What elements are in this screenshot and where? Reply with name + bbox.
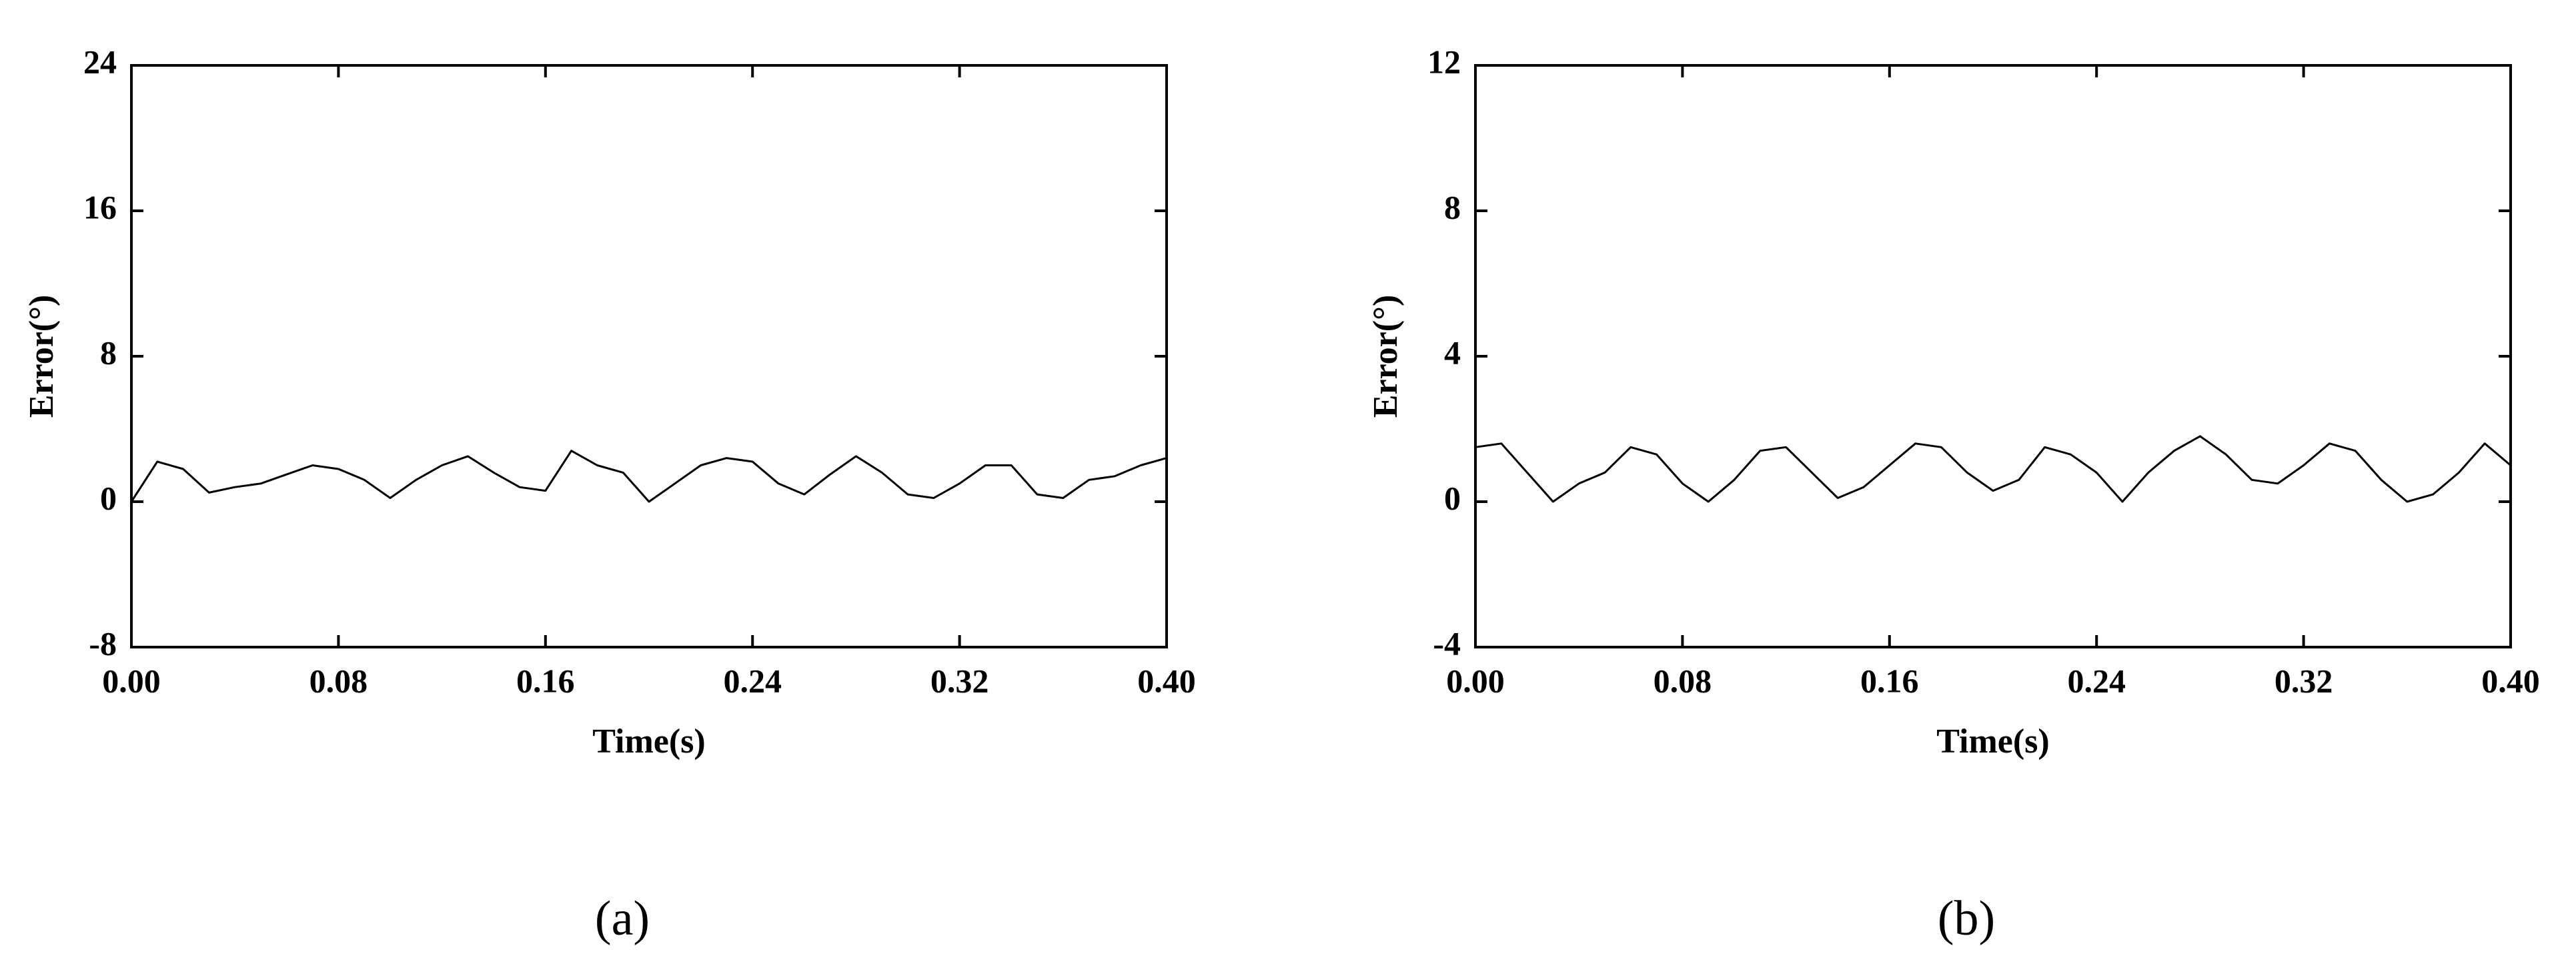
x-axis-title: Time(s)	[592, 722, 705, 761]
x-tick-label: 0.16	[516, 662, 575, 699]
y-tick-label: -4	[1433, 624, 1461, 662]
x-tick-label: 0.24	[723, 662, 782, 699]
y-tick-label: 8	[100, 334, 117, 371]
data-line	[1475, 435, 2511, 503]
y-tick-label: 8	[1444, 188, 1461, 225]
x-tick-label: 0.16	[1860, 662, 1919, 699]
y-tick-label: 0	[100, 479, 117, 516]
y-tick-label: 12	[1427, 43, 1461, 80]
plot-frame	[1474, 64, 2512, 648]
x-axis-title: Time(s)	[1936, 722, 2049, 761]
y-tick-label: -8	[89, 624, 117, 662]
y-tick-label: 24	[83, 43, 117, 80]
data-line	[130, 450, 1167, 503]
caption: (a)	[595, 891, 650, 946]
y-axis-title: Error(°)	[1367, 295, 1405, 418]
x-tick-label: 0.32	[2275, 662, 2333, 699]
y-axis-title: Error(°)	[23, 295, 61, 418]
x-tick-label: 0.32	[930, 662, 989, 699]
y-tick-label: 4	[1444, 334, 1461, 371]
x-tick-label: 0.24	[2067, 662, 2126, 699]
x-tick-label: 0.08	[309, 662, 368, 699]
x-tick-label: 0.08	[1654, 662, 1712, 699]
plot-frame	[130, 64, 1168, 648]
caption: (b)	[1938, 891, 1995, 946]
x-tick-label: 0.00	[1446, 662, 1505, 699]
x-tick-label: 0.40	[2481, 662, 2540, 699]
y-tick-label: 16	[83, 188, 117, 225]
x-tick-label: 0.40	[1137, 662, 1196, 699]
y-tick-label: 0	[1444, 479, 1461, 516]
x-tick-label: 0.00	[102, 662, 161, 699]
